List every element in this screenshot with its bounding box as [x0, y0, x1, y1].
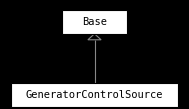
Polygon shape	[88, 34, 101, 40]
Text: Base: Base	[82, 17, 107, 27]
FancyBboxPatch shape	[11, 83, 178, 107]
FancyBboxPatch shape	[62, 10, 127, 34]
Text: GeneratorControlSource: GeneratorControlSource	[26, 90, 163, 100]
